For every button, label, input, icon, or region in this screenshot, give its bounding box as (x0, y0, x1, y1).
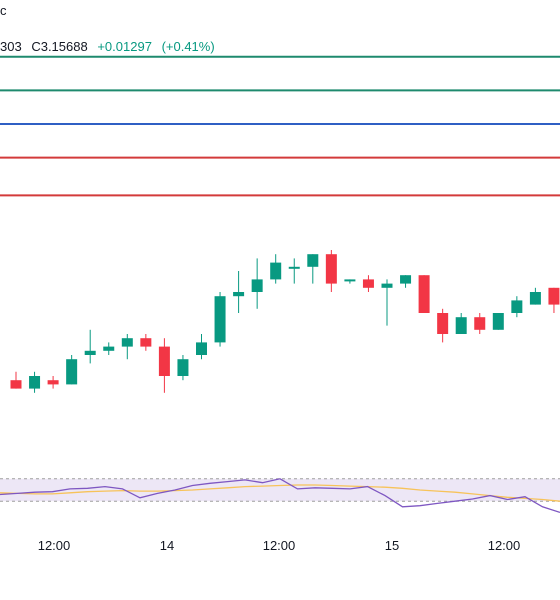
symbol-fragment: c (0, 3, 7, 18)
horizontal-levels (0, 55, 560, 197)
rsi-moving-average-line (0, 484, 560, 502)
x-tick-label: 12:00 (263, 538, 296, 553)
candle-body (233, 292, 245, 297)
x-tick-label: 14 (160, 538, 174, 553)
candle-body (400, 275, 412, 284)
close-value: 3.15688 (40, 39, 88, 54)
candle-body (29, 376, 41, 389)
candle-body (381, 283, 393, 288)
candle-body (511, 300, 523, 313)
candle-body (455, 317, 467, 334)
candle-body (196, 342, 207, 355)
candle-body (66, 359, 78, 385)
candle-body (251, 279, 263, 292)
x-tick-label: 12:00 (488, 538, 521, 553)
candle-body (103, 346, 115, 351)
candle-body (270, 262, 282, 280)
candle-body (140, 338, 152, 347)
candle-body (158, 346, 170, 376)
candle-body (121, 338, 133, 347)
candle-body (344, 279, 356, 282)
candle-body (492, 313, 504, 330)
candle-body (362, 279, 374, 288)
open-fragment: 303 (0, 39, 22, 54)
change-percent: (+0.41%) (161, 39, 215, 54)
candle-body (177, 359, 189, 376)
candle-body (474, 317, 486, 330)
x-tick-label: 15 (385, 538, 399, 553)
candle-body (325, 254, 337, 284)
ohlc-values: 303 C3.15688 +0.01297 (+0.41%) (0, 37, 221, 57)
rsi-pane (0, 478, 560, 514)
close-label: C (31, 39, 41, 54)
candle-body (418, 275, 430, 313)
candle-body (307, 254, 319, 267)
candle-body (214, 296, 226, 343)
candles (10, 250, 560, 393)
candle-body (288, 266, 300, 269)
rsi-band (0, 478, 560, 502)
ohlc-header: c 303 C3.15688 +0.01297 (+0.41%) (0, 0, 560, 60)
change-value: +0.01297 (97, 39, 152, 54)
x-axis: 12:00 14 12:00 15 12:00 (38, 538, 521, 553)
candle-body (10, 380, 22, 389)
candle-body (47, 380, 59, 385)
candle-body (437, 313, 449, 334)
x-tick-label: 12:00 (38, 538, 71, 553)
candle-body (548, 287, 560, 305)
candle-body (529, 292, 541, 305)
candle-body (84, 350, 96, 355)
rsi-line (0, 478, 560, 514)
